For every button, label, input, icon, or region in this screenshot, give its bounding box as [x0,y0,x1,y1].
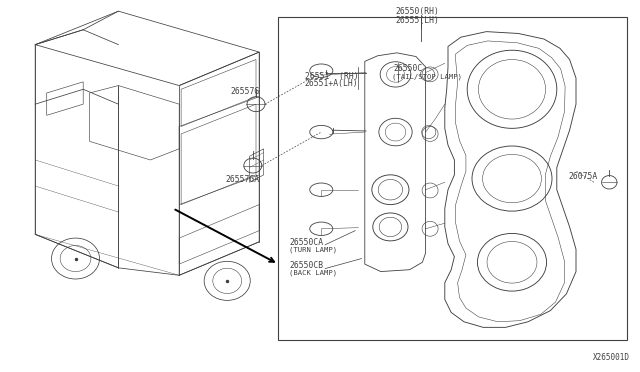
Text: 26075A: 26075A [568,172,598,181]
Text: X265001D: X265001D [593,353,630,362]
Text: (BACK LAMP): (BACK LAMP) [289,270,337,276]
Text: 26550C: 26550C [394,64,423,73]
Text: 26551  (RH): 26551 (RH) [305,72,358,81]
Text: 26550CB: 26550CB [289,261,323,270]
Text: 26551+A(LH): 26551+A(LH) [305,79,358,88]
Text: 26550CA: 26550CA [289,238,323,247]
Text: 26550(RH): 26550(RH) [396,7,440,16]
Text: (TAIL/STOP LAMP): (TAIL/STOP LAMP) [392,73,461,80]
Text: 26557G: 26557G [230,87,260,96]
Text: (TURN LAMP): (TURN LAMP) [289,247,337,253]
Text: 26557GA: 26557GA [225,175,259,184]
Bar [278,17,627,340]
Text: 26555(LH): 26555(LH) [396,16,440,25]
